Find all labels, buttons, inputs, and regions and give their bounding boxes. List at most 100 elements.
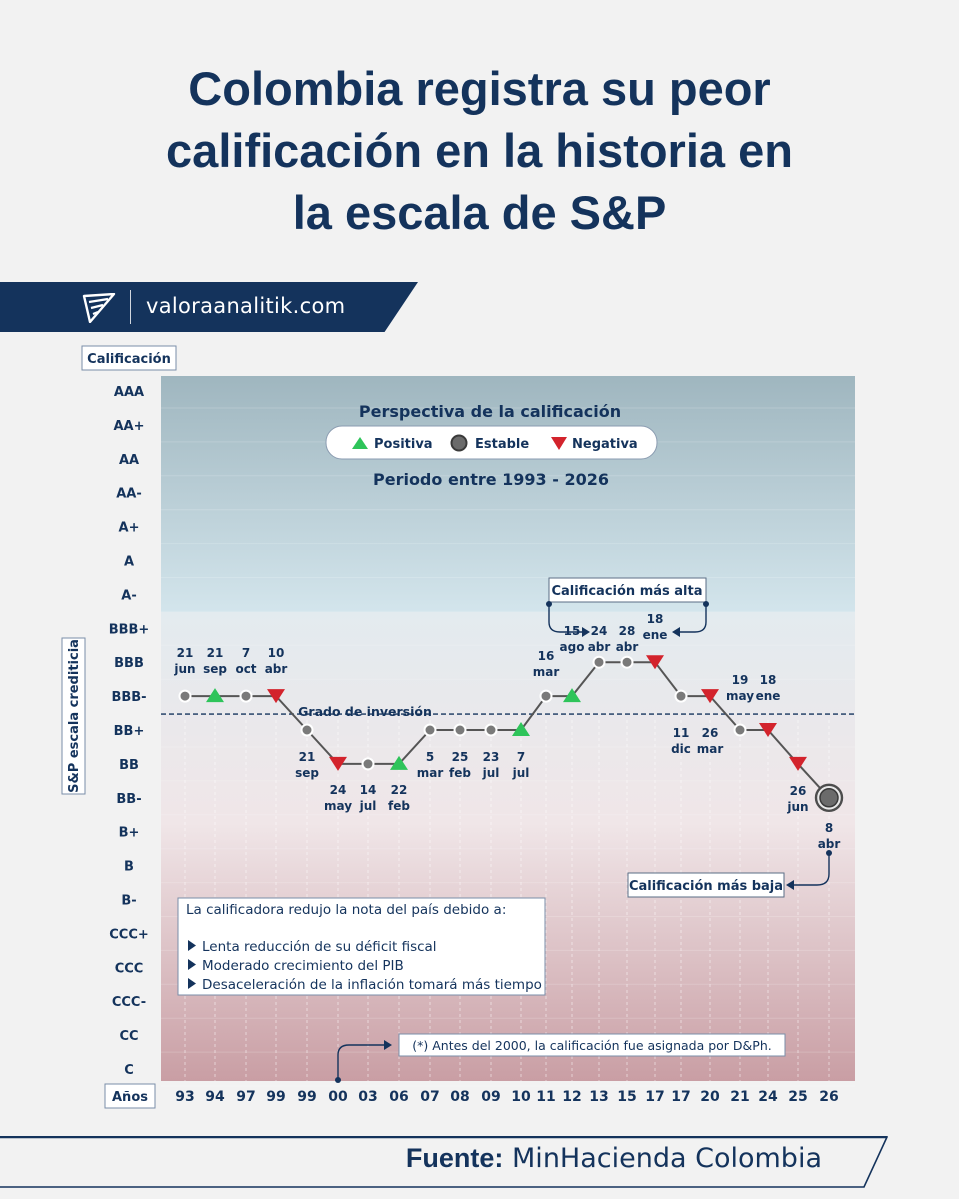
date-label-day: 7: [517, 750, 525, 764]
date-label-day: 21: [207, 646, 224, 660]
data-point-positive: [390, 755, 408, 770]
date-label-month: mar: [533, 665, 560, 679]
highest-arrow-left: [548, 604, 582, 633]
date-label-month: dic: [671, 742, 691, 756]
x-tick-label: 15: [617, 1089, 636, 1105]
date-label-day: 18: [760, 673, 777, 687]
date-label-day: 25: [452, 750, 469, 764]
source-bar: Fuente: MinHacienda Colombia: [0, 1136, 888, 1188]
x-tick-label: 99: [297, 1089, 316, 1105]
date-label-day: 28: [619, 624, 636, 638]
highest-arrow-right: [680, 604, 707, 633]
y-tick-label: C: [124, 1063, 134, 1078]
note-text: (*) Antes del 2000, la calificación fue …: [412, 1038, 771, 1053]
y-tick-label: BBB+: [109, 622, 150, 637]
date-label-month: may: [324, 799, 352, 813]
lowest-label: Calificación más baja: [629, 879, 783, 894]
title-line: Colombia registra su peor: [188, 62, 771, 115]
data-point-negative: [789, 756, 807, 771]
data-point-stable: [361, 757, 375, 771]
data-point-stable: [674, 689, 688, 703]
x-tick-label: 94: [205, 1089, 225, 1105]
x-tick-label: 20: [700, 1089, 720, 1105]
x-axis-title: Años: [112, 1090, 148, 1105]
y-tick-label: BBB-: [111, 690, 146, 705]
chevron-right-icon: [188, 978, 196, 989]
data-point-negative: [701, 689, 719, 704]
title-line: la escala de S&P: [292, 186, 667, 239]
x-tick-label: 24: [758, 1089, 778, 1105]
y-tick-label: BB: [119, 758, 139, 773]
legend-title: Perspectiva de la calificación: [359, 402, 621, 421]
arrow-head-icon: [384, 1040, 392, 1050]
data-point-stable: [178, 689, 192, 703]
x-tick-label: 99: [266, 1089, 285, 1105]
date-label-day: 11: [673, 726, 690, 740]
date-label-month: jul: [512, 766, 530, 780]
date-label-month: feb: [449, 766, 471, 780]
y-tick-label: CCC: [115, 961, 144, 976]
note-arrow: [337, 1044, 384, 1080]
y-axis-side-label: S&P escala crediticia: [67, 639, 82, 793]
date-label-month: sep: [295, 766, 319, 780]
source-frame: [0, 1136, 888, 1188]
y-tick-label: A-: [121, 588, 136, 603]
y-tick-label: B-: [121, 894, 136, 909]
arrow-dot: [703, 601, 709, 607]
x-tick-label: 03: [358, 1089, 377, 1105]
valora-logo-icon: [82, 293, 116, 323]
x-tick-label: 26: [819, 1089, 838, 1105]
data-point-stable: [620, 655, 634, 669]
date-label-month: jun: [786, 800, 808, 814]
x-tick-label: 97: [236, 1089, 255, 1105]
data-point-negative: [329, 756, 347, 771]
date-label-month: abr: [616, 640, 639, 654]
date-label-day: 10: [268, 646, 285, 660]
date-label-month: jul: [482, 766, 500, 780]
arrow-head-icon: [672, 627, 680, 637]
x-axis-title-box: [104, 1083, 156, 1109]
data-point-stable: [239, 689, 253, 703]
chevron-right-icon: [188, 959, 196, 970]
lowest-arrow: [793, 853, 830, 886]
source-value: MinHacienda Colombia: [512, 1143, 822, 1174]
date-label-month: ene: [643, 628, 668, 642]
date-label-day: 21: [177, 646, 194, 660]
data-point-stable: [733, 723, 747, 737]
y-axis-title-box: [81, 345, 177, 371]
chevron-right-icon: [188, 940, 196, 951]
reasons-box: [177, 897, 546, 996]
data-point-positive: [206, 688, 224, 703]
arrow-head-icon: [786, 880, 794, 890]
y-tick-label: AA-: [116, 487, 142, 502]
legend-item-negativa: Negativa: [572, 437, 638, 452]
x-tick-label: 12: [562, 1089, 581, 1105]
date-label-day: 7: [242, 646, 250, 660]
x-tick-label: 11: [536, 1089, 555, 1105]
source-text: Fuente: MinHacienda Colombia: [406, 1143, 822, 1174]
data-point-stable: [484, 723, 498, 737]
data-point-positive: [512, 722, 530, 736]
data-point-negative: [646, 655, 664, 670]
brand-url[interactable]: valoraanalitik.com: [146, 294, 346, 318]
title-line: calificación en la historia en: [166, 124, 793, 177]
date-label-day: 21: [299, 750, 316, 764]
y-tick-label: AA+: [113, 419, 144, 434]
y-tick-label: CCC+: [109, 927, 149, 942]
legend-item-estable: Estable: [475, 437, 529, 452]
date-label-month: abr: [588, 640, 611, 654]
data-point-stable: [539, 689, 553, 703]
data-point-positive: [563, 688, 581, 703]
x-tick-label: 17: [671, 1089, 690, 1105]
reasons-item: Moderado crecimiento del PIB: [202, 958, 404, 974]
date-label-month: abr: [818, 837, 841, 851]
x-tick-label: 07: [420, 1089, 439, 1105]
y-tick-label: A: [124, 555, 134, 570]
data-point-stable: [300, 723, 314, 737]
x-tick-label: 21: [730, 1089, 749, 1105]
y-tick-label: A+: [119, 521, 140, 536]
highest-label: Calificación más alta: [551, 584, 702, 599]
data-point-stable: [423, 723, 437, 737]
y-axis-title: Calificación: [87, 352, 171, 367]
reasons-title: La calificadora redujo la nota del país …: [186, 902, 506, 918]
